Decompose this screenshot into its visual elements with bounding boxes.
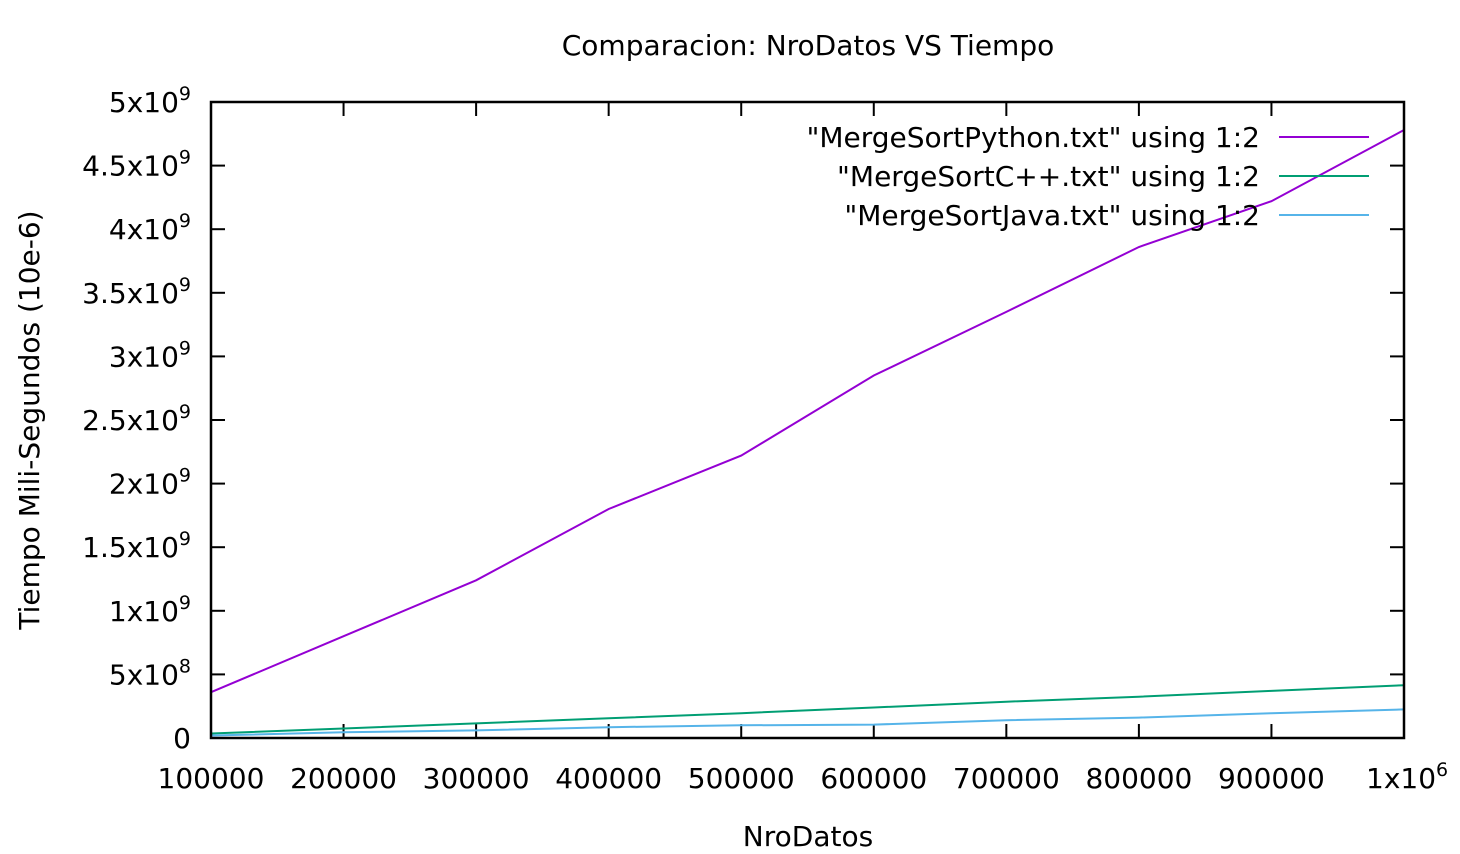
plot-frame <box>209 100 1406 740</box>
y-tick-label: 5x109 <box>109 83 191 119</box>
x-tick-label: 200000 <box>290 762 397 795</box>
x-tick-label: 300000 <box>423 762 530 795</box>
y-tick-label: 5x108 <box>109 655 191 691</box>
series-line-2 <box>210 708 1405 737</box>
x-tick-label: 100000 <box>158 762 265 795</box>
legend-entry-label: "MergeSortJava.txt" using 1:2 <box>844 199 1260 232</box>
axis-ticks: 0 5x108 1x109 1.5x109 2x109 2.5x109 3x109 3.5x1… <box>82 83 1448 795</box>
series-line-1 <box>210 684 1405 735</box>
x-tick-label: 900000 <box>1218 762 1325 795</box>
x-tick-label: 600000 <box>820 762 927 795</box>
y-tick-label: 4x109 <box>109 210 191 246</box>
chart-title: Comparacion: NroDatos VS Tiempo <box>562 29 1055 62</box>
y-tick-label: 2x109 <box>109 465 191 501</box>
x-tick-label: 700000 <box>953 762 1060 795</box>
y-tick-label: 1x109 <box>109 592 191 628</box>
y-tick-label: 3x109 <box>109 337 191 373</box>
legend-entry-label: "MergeSortPython.txt" using 1:2 <box>806 121 1260 154</box>
x-tick-label: 400000 <box>555 762 662 795</box>
y-axis-label: Tiempo Mili-Segundos (10e-6) <box>13 210 46 630</box>
y-tick-label: 0 <box>173 722 191 755</box>
series-lines <box>210 129 1405 737</box>
y-tick-label: 1.5x109 <box>82 528 191 564</box>
y-tick-label: 3.5x109 <box>82 274 191 310</box>
x-axis-label: NroDatos <box>743 820 873 853</box>
x-tick-label: 800000 <box>1085 762 1192 795</box>
y-tick-label: 4.5x109 <box>82 147 191 183</box>
y-tick-label: 2.5x109 <box>82 401 191 437</box>
legend-entry-label: "MergeSortC++.txt" using 1:2 <box>837 160 1260 193</box>
series-line-0 <box>210 129 1405 694</box>
legend: "MergeSortPython.txt" using 1:2 "MergeSor… <box>806 121 1369 232</box>
x-tick-label: 1x106 <box>1366 759 1448 795</box>
x-tick-label: 500000 <box>688 762 795 795</box>
